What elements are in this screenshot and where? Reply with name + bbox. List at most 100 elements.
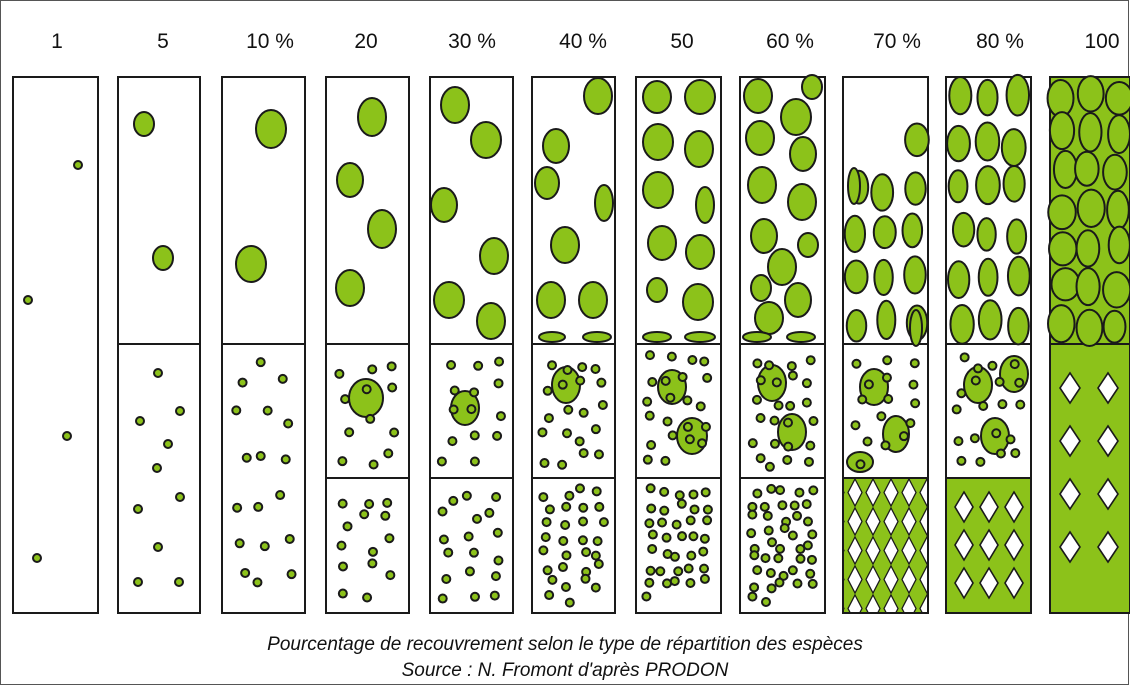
small-plant-dot <box>647 543 658 554</box>
small-plant-dot <box>688 531 699 542</box>
small-plant-dot <box>594 501 605 512</box>
small-plant-dot <box>362 592 373 603</box>
small-plant-dot <box>163 439 173 449</box>
small-plant-dot <box>259 541 270 552</box>
small-plant-dot <box>789 500 800 511</box>
small-plant-dot <box>774 577 785 588</box>
small-plant-dot <box>490 571 501 582</box>
small-plant-dot <box>386 361 397 372</box>
small-plant-dot <box>987 360 998 371</box>
small-plant-dot <box>755 453 766 464</box>
small-plant-dot <box>461 490 472 501</box>
small-plant-dot <box>240 567 251 578</box>
shrub-ellipse <box>430 187 458 223</box>
small-plant-dot <box>562 364 573 375</box>
small-plant-dot <box>862 436 873 447</box>
small-plant-dot <box>760 597 771 608</box>
small-plant-dot <box>538 545 549 556</box>
small-plant-dot <box>364 498 375 509</box>
small-plant-dot <box>255 357 266 368</box>
shrub-ellipse <box>977 257 999 297</box>
small-plant-dot <box>464 566 475 577</box>
diamond-gap <box>954 566 974 600</box>
shrub-ellipse <box>684 331 716 343</box>
small-plant-dot <box>783 441 794 452</box>
shrub-ellipse <box>1075 229 1101 268</box>
diamond-lattice-stratum <box>842 477 929 614</box>
shrub-ellipse <box>470 121 502 159</box>
small-plant-dot <box>590 363 601 374</box>
small-plant-dot <box>749 550 760 561</box>
column-label-20: 20 <box>354 30 378 53</box>
small-plant-dot <box>671 519 682 530</box>
small-plant-dot <box>447 436 458 447</box>
small-plant-dot <box>578 502 589 513</box>
small-plant-dot <box>489 590 500 601</box>
small-plant-dot <box>647 529 658 540</box>
shrub-ellipse <box>859 368 889 406</box>
diamond-gap <box>1004 528 1024 562</box>
small-plant-dot <box>380 510 391 521</box>
small-plant-dot <box>645 565 656 576</box>
small-plant-dot <box>441 573 452 584</box>
shrub-ellipse <box>367 209 397 249</box>
shrub-ellipse <box>235 245 267 283</box>
small-plant-dot <box>277 373 288 384</box>
shrub-ellipse <box>767 248 797 286</box>
small-plant-dot <box>677 531 688 542</box>
small-plant-dot <box>677 371 688 382</box>
diamond-gap <box>1004 566 1024 600</box>
small-plant-dot <box>676 498 687 509</box>
small-plant-dot <box>773 553 784 564</box>
small-plant-dot <box>687 355 698 366</box>
shrub-ellipse <box>873 258 894 297</box>
small-plant-dot <box>596 377 607 388</box>
small-plant-dot <box>685 515 696 526</box>
shrub-ellipse <box>1005 73 1031 117</box>
shrub-ellipse <box>1106 189 1130 231</box>
shrub-ellipse <box>750 274 772 302</box>
shrub-ellipse <box>440 86 470 124</box>
shrub-ellipse <box>976 217 997 252</box>
small-plant-dot <box>702 504 713 515</box>
small-plant-dot <box>578 516 589 527</box>
small-plant-dot <box>978 400 989 411</box>
shrub-ellipse <box>542 128 570 164</box>
small-plant-dot <box>286 569 297 580</box>
small-plant-dot <box>959 352 970 363</box>
small-plant-dot <box>699 356 710 367</box>
shrub-ellipse <box>1046 79 1075 118</box>
small-plant-dot <box>792 578 803 589</box>
small-plant-dot <box>544 504 555 515</box>
small-plant-dot <box>951 404 962 415</box>
small-plant-dot <box>598 517 609 528</box>
small-plant-dot <box>580 573 591 584</box>
diamond-gap <box>979 490 999 524</box>
small-plant-dot <box>765 568 776 579</box>
column-label-80: 80 % <box>976 30 1024 53</box>
small-plant-dot <box>542 385 553 396</box>
small-plant-dot <box>590 582 601 593</box>
small-plant-dot <box>153 542 163 552</box>
small-plant-dot <box>539 458 550 469</box>
shrub-ellipse <box>647 225 677 261</box>
small-plant-dot <box>802 540 813 551</box>
shrub-ellipse <box>903 255 927 295</box>
small-plant-dot <box>905 418 916 429</box>
diamond-gap <box>1059 424 1081 458</box>
small-plant-dot <box>280 454 291 465</box>
small-plant-dot <box>769 415 780 426</box>
small-plant-dot <box>541 517 552 528</box>
small-plant-dot <box>558 536 569 547</box>
small-plant-dot <box>337 456 348 467</box>
shrub-ellipse <box>780 98 812 136</box>
diamond-gap <box>979 566 999 600</box>
small-plant-dot <box>855 459 866 470</box>
small-plant-dot <box>747 591 758 602</box>
small-plant-dot <box>237 377 248 388</box>
shrub-ellipse <box>870 173 895 212</box>
small-plant-dot <box>787 530 798 541</box>
small-plant-dot <box>578 407 589 418</box>
small-plant-dot <box>773 400 784 411</box>
small-plant-dot <box>647 376 658 387</box>
